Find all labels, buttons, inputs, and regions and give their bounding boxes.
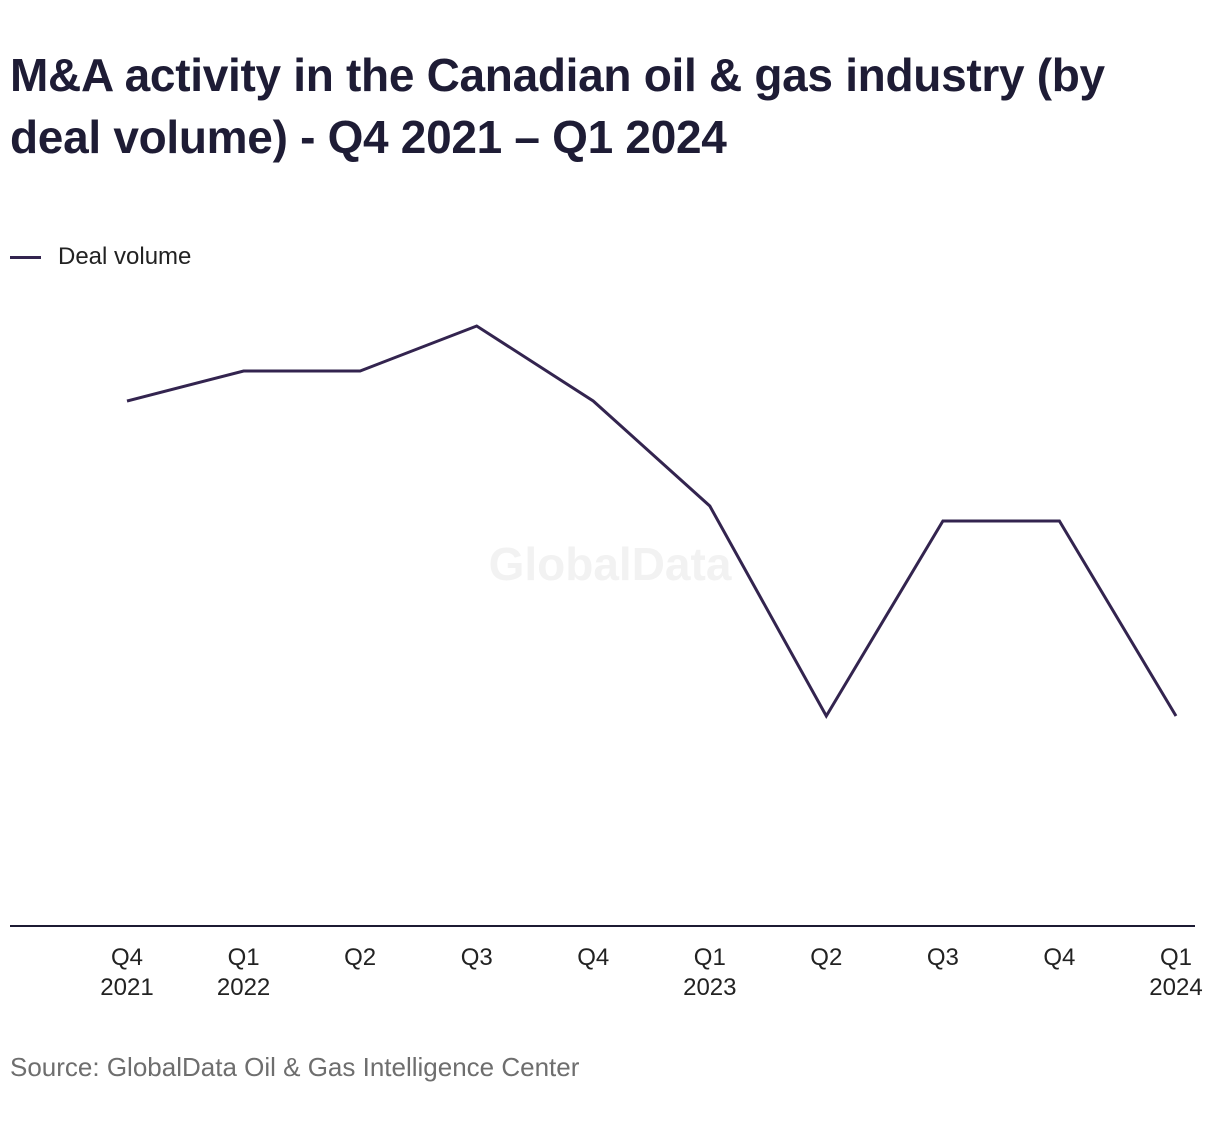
legend-label: Deal volume: [58, 243, 192, 270]
x-tick-label: Q3: [927, 944, 959, 971]
data-point[interactable]: [1054, 516, 1064, 526]
data-point[interactable]: [122, 396, 132, 406]
x-tick-label: Q1: [1160, 944, 1192, 971]
x-tick-year-label: 2021: [100, 974, 153, 1001]
data-point[interactable]: [239, 366, 249, 376]
x-tick-label: Q1: [228, 944, 260, 971]
x-tick-label: Q4: [111, 944, 143, 971]
data-point[interactable]: [588, 396, 598, 406]
x-tick-label: Q2: [810, 944, 842, 971]
x-tick-label: Q4: [1043, 944, 1075, 971]
series-line-0: [126, 324, 1178, 720]
data-point[interactable]: [705, 501, 715, 511]
watermark: GlobalData: [489, 538, 732, 590]
data-point[interactable]: [938, 516, 948, 526]
x-tick-label: Q4: [577, 944, 609, 971]
x-tick-label: Q2: [344, 944, 376, 971]
data-point[interactable]: [1171, 711, 1181, 721]
chart-title: M&A activity in the Canadian oil & gas i…: [10, 49, 1105, 163]
x-tick-year-label: 2024: [1149, 974, 1202, 1001]
x-tick-year-label: 2022: [217, 974, 270, 1001]
x-tick-year-label: 2023: [683, 974, 736, 1001]
x-tick-label: Q1: [694, 944, 726, 971]
legend: Deal volume: [10, 242, 191, 272]
legend-line-swatch: [10, 255, 41, 259]
x-tick-label: Q3: [461, 944, 493, 971]
source-note: Source: GlobalData Oil & Gas Intelligenc…: [10, 1052, 580, 1082]
data-point[interactable]: [355, 366, 365, 376]
data-point[interactable]: [472, 321, 482, 331]
data-point[interactable]: [821, 711, 831, 721]
